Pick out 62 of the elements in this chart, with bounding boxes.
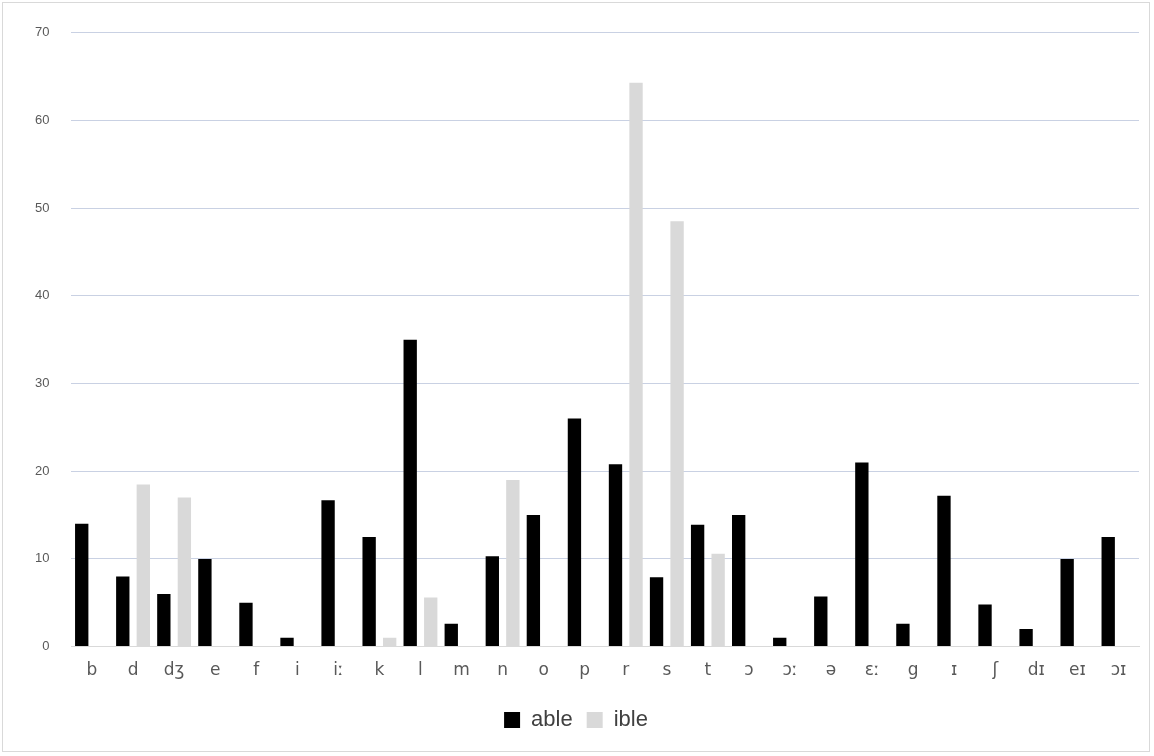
bar — [690, 524, 705, 647]
y-tick-label: 50 — [34, 199, 50, 215]
x-tick-label: s — [662, 659, 672, 680]
bar — [444, 623, 458, 647]
y-tick-label: 70 — [34, 24, 50, 40]
y-tick-label: 20 — [34, 462, 50, 478]
bar — [814, 596, 828, 647]
bar — [1101, 536, 1115, 647]
bar — [937, 495, 951, 647]
bar — [732, 515, 746, 647]
x-tick-label: f — [253, 659, 261, 680]
x-tick-label: eɪ — [1069, 659, 1086, 680]
legend-label: ible — [613, 706, 648, 732]
bar — [157, 593, 171, 647]
legend-label: able — [531, 706, 573, 732]
x-tick-label: iː — [333, 659, 344, 680]
x-tick-label: ɛː — [864, 659, 880, 680]
x-tick-label: n — [497, 659, 508, 680]
bar — [773, 637, 787, 647]
x-tick-label: e — [209, 659, 221, 680]
y-tick-label: 40 — [34, 287, 50, 303]
x-tick-label: ɪ — [951, 659, 958, 680]
x-tick-label: d — [127, 659, 139, 680]
bar — [649, 577, 664, 647]
x-tick-label: t — [704, 659, 712, 680]
x-tick-label: l — [418, 659, 423, 680]
x-tick-label: b — [86, 659, 98, 680]
bar — [608, 464, 623, 647]
bar — [1019, 629, 1033, 647]
x-tick-label: g — [907, 659, 919, 680]
bar — [239, 602, 253, 647]
x-tick-label: ɔː — [782, 659, 798, 680]
bar — [855, 462, 869, 647]
x-tick-label: m — [453, 659, 470, 680]
bar — [116, 576, 130, 647]
x-tick-label: o — [538, 659, 549, 680]
x-tick-label: ɔ — [744, 659, 754, 680]
x-tick-label: r — [622, 659, 630, 680]
x-tick-label: i — [294, 659, 300, 680]
bar — [485, 556, 499, 647]
y-tick-label: 60 — [34, 112, 50, 128]
bar — [362, 536, 376, 647]
bar — [280, 637, 294, 647]
bar — [75, 523, 89, 647]
x-tick-label: k — [374, 659, 385, 680]
bar — [198, 558, 212, 647]
bar — [403, 339, 417, 647]
bar — [321, 500, 335, 647]
y-tick-label: 0 — [42, 638, 50, 654]
x-tick-label: ʃ — [991, 659, 1000, 680]
x-tick-label: ɔɪ — [1110, 659, 1127, 680]
bar — [526, 515, 541, 647]
y-tick-label: 10 — [34, 550, 50, 566]
x-tick-label: dʒ — [163, 659, 185, 680]
bar — [978, 604, 992, 647]
bar — [1060, 558, 1074, 647]
y-tick-label: 30 — [34, 375, 50, 391]
x-tick-label: dɪ — [1027, 659, 1045, 680]
x-tick-label: ə — [825, 659, 837, 680]
bar — [567, 418, 582, 647]
x-tick-label: p — [579, 659, 591, 680]
bar — [896, 623, 910, 647]
